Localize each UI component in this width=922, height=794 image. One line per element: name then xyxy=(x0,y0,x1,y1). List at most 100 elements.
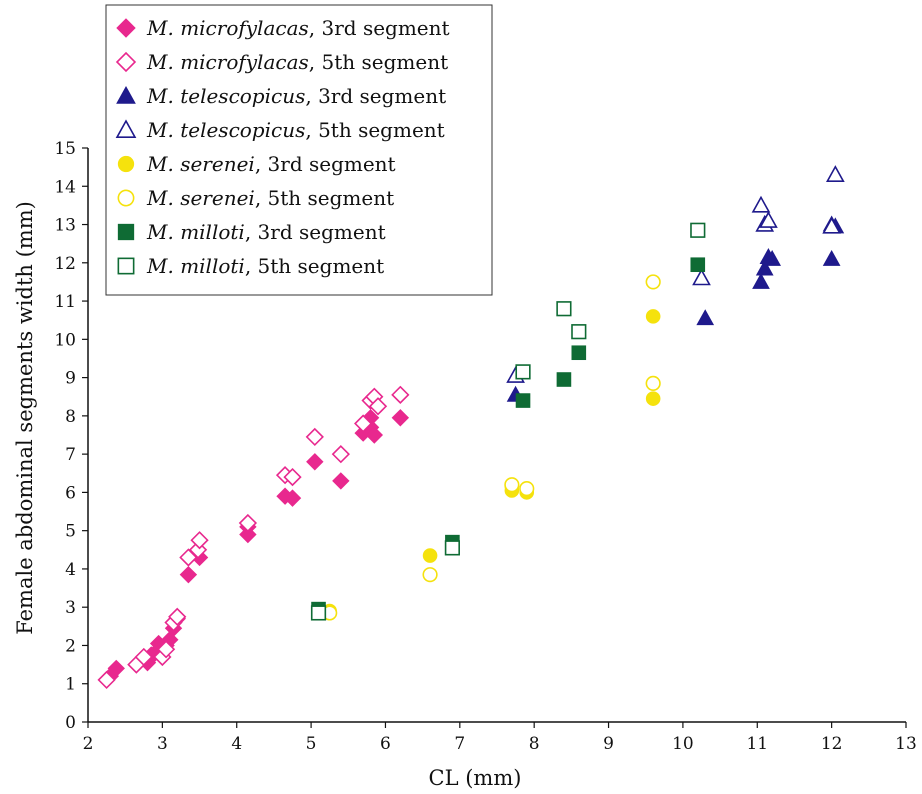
legend-segment: , 3rd segment xyxy=(305,84,446,108)
data-point xyxy=(692,268,711,286)
y-tick-label: 10 xyxy=(54,330,76,350)
data-point xyxy=(179,565,198,584)
legend-item: M. milloti, 5th segment xyxy=(117,254,384,278)
legend-marker xyxy=(115,119,137,138)
legend-label: M. milloti, 3rd segment xyxy=(146,220,386,244)
legend-marker xyxy=(115,51,137,73)
legend-label: M. serenei, 3rd segment xyxy=(146,152,396,176)
data-point xyxy=(645,309,661,324)
legend-marker xyxy=(116,85,136,104)
y-tick-label: 3 xyxy=(65,598,76,618)
legend-segment: , 5th segment xyxy=(245,254,384,278)
data-point xyxy=(283,489,302,507)
y-tick-label: 12 xyxy=(54,254,76,274)
legend-label: M. telescopicus, 3rd segment xyxy=(146,84,446,108)
legend-marker xyxy=(117,189,135,207)
y-tick-label: 0 xyxy=(65,713,76,733)
legend-label: M. telescopicus, 5th segment xyxy=(146,118,445,142)
data-point xyxy=(134,647,153,667)
y-tick-label: 1 xyxy=(65,675,76,695)
x-tick-label: 7 xyxy=(454,734,465,754)
legend-segment: , 5th segment xyxy=(305,118,444,142)
legend-species: M. serenei xyxy=(146,152,255,176)
legend-item: M. milloti, 3rd segment xyxy=(117,220,386,244)
data-point xyxy=(571,324,587,340)
legend-segment: , 3rd segment xyxy=(309,16,450,40)
y-tick-label: 11 xyxy=(54,292,76,312)
legend-marker xyxy=(117,155,135,173)
data-point xyxy=(751,195,771,213)
x-tick-label: 8 xyxy=(529,734,540,754)
data-point xyxy=(305,427,324,447)
legend-segment: , 3rd segment xyxy=(255,152,396,176)
plot-points xyxy=(97,165,845,690)
legend-marker xyxy=(116,18,136,38)
data-point xyxy=(752,272,770,289)
legend-segment: , 5th segment xyxy=(309,50,448,74)
x-axis-title: CL (mm) xyxy=(429,766,522,790)
x-tick-label: 5 xyxy=(306,734,317,754)
data-point xyxy=(556,301,572,317)
data-point xyxy=(331,445,350,464)
y-tick-label: 15 xyxy=(54,139,76,159)
data-point xyxy=(391,409,410,427)
x-tick-label: 3 xyxy=(157,734,168,754)
data-point xyxy=(571,345,587,361)
data-point xyxy=(97,670,116,690)
legend-label: M. serenei, 5th segment xyxy=(146,186,394,210)
data-point xyxy=(391,385,410,404)
y-tick-label: 9 xyxy=(65,369,76,389)
data-point xyxy=(645,375,661,391)
data-point xyxy=(190,531,209,550)
legend-label: M. milloti, 5th segment xyxy=(146,254,384,278)
data-point xyxy=(825,165,845,182)
series-1 xyxy=(97,385,410,690)
series-7 xyxy=(310,222,706,621)
legend-item: M. serenei, 5th segment xyxy=(117,186,394,210)
data-point xyxy=(822,216,841,234)
data-point xyxy=(332,472,350,490)
y-tick-label: 5 xyxy=(65,522,76,542)
legend-species: M. serenei xyxy=(146,186,255,210)
series-5 xyxy=(322,274,661,621)
legend-species: M. microfylacas xyxy=(146,50,309,74)
data-point xyxy=(354,414,373,433)
data-point xyxy=(504,477,520,493)
y-tick-label: 7 xyxy=(65,445,76,465)
legend-species: M. telescopicus xyxy=(146,84,305,108)
legend-segment: , 5th segment xyxy=(255,186,394,210)
x-tick-label: 9 xyxy=(603,734,614,754)
data-point xyxy=(519,480,535,497)
legend-item: M. microfylacas, 5th segment xyxy=(115,50,448,74)
y-tick-label: 4 xyxy=(65,560,76,580)
legend-species: M. milloti xyxy=(146,220,245,244)
legend-label: M. microfylacas, 5th segment xyxy=(146,50,448,74)
data-point xyxy=(515,393,531,408)
x-ticks: 2 3 4 5 6 7 8 9 10 11 12 13 xyxy=(83,722,917,754)
legend-item: M. microfylacas, 3rd segment xyxy=(116,16,450,40)
x-tick-label: 2 xyxy=(83,734,94,754)
data-point xyxy=(238,513,258,533)
x-tick-label: 6 xyxy=(380,734,391,754)
data-point xyxy=(368,397,388,416)
y-tick-label: 13 xyxy=(54,216,76,236)
data-point xyxy=(556,372,572,387)
legend-item: M. serenei, 3rd segment xyxy=(117,152,396,176)
y-tick-label: 14 xyxy=(54,177,76,197)
data-point xyxy=(422,548,438,563)
x-tick-label: 13 xyxy=(895,734,917,754)
legend-segment: , 3rd segment xyxy=(245,220,386,244)
legend-species: M. milloti xyxy=(146,254,245,278)
legend-label: M. microfylacas, 3rd segment xyxy=(146,16,450,40)
legend-species: M. telescopicus xyxy=(146,118,305,142)
legend-marker xyxy=(117,257,135,275)
data-point xyxy=(759,211,778,228)
x-tick-label: 11 xyxy=(746,734,768,754)
data-point xyxy=(283,467,302,487)
data-point xyxy=(306,453,324,471)
